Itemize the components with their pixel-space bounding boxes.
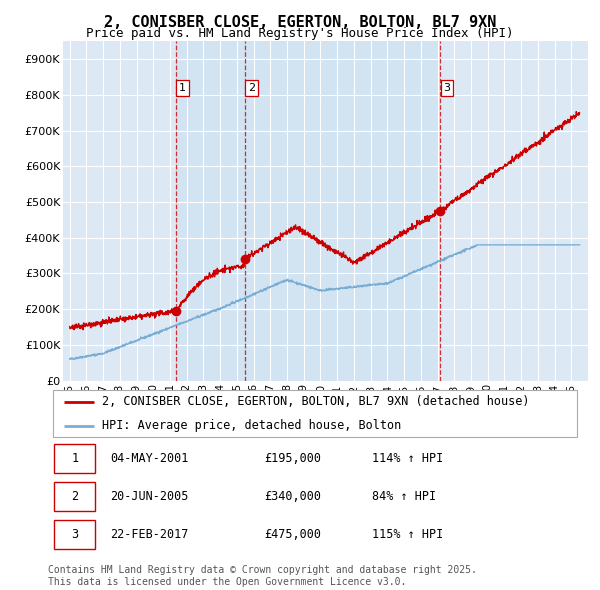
FancyBboxPatch shape: [55, 482, 95, 511]
Text: 22-FEB-2017: 22-FEB-2017: [110, 528, 188, 541]
Text: Contains HM Land Registry data © Crown copyright and database right 2025.
This d: Contains HM Land Registry data © Crown c…: [48, 565, 477, 587]
Text: 04-MAY-2001: 04-MAY-2001: [110, 452, 188, 465]
FancyBboxPatch shape: [55, 444, 95, 473]
Text: £195,000: £195,000: [264, 452, 321, 465]
Text: £475,000: £475,000: [264, 528, 321, 541]
Text: HPI: Average price, detached house, Bolton: HPI: Average price, detached house, Bolt…: [102, 419, 401, 432]
Text: 2, CONISBER CLOSE, EGERTON, BOLTON, BL7 9XN: 2, CONISBER CLOSE, EGERTON, BOLTON, BL7 …: [104, 15, 496, 30]
Bar: [245, 41, 440, 381]
Text: 115% ↑ HPI: 115% ↑ HPI: [372, 528, 443, 541]
Text: 3: 3: [443, 83, 451, 93]
Text: 114% ↑ HPI: 114% ↑ HPI: [372, 452, 443, 465]
FancyBboxPatch shape: [55, 520, 95, 549]
Text: 84% ↑ HPI: 84% ↑ HPI: [372, 490, 436, 503]
Text: 1: 1: [71, 452, 78, 465]
Text: 3: 3: [71, 528, 78, 541]
Text: Price paid vs. HM Land Registry's House Price Index (HPI): Price paid vs. HM Land Registry's House …: [86, 27, 514, 40]
Text: 2, CONISBER CLOSE, EGERTON, BOLTON, BL7 9XN (detached house): 2, CONISBER CLOSE, EGERTON, BOLTON, BL7 …: [102, 395, 530, 408]
Text: 20-JUN-2005: 20-JUN-2005: [110, 490, 188, 503]
FancyBboxPatch shape: [53, 390, 577, 437]
Bar: [176, 41, 245, 381]
Text: 2: 2: [71, 490, 78, 503]
Text: 2: 2: [248, 83, 255, 93]
Text: £340,000: £340,000: [264, 490, 321, 503]
Text: 1: 1: [179, 83, 186, 93]
